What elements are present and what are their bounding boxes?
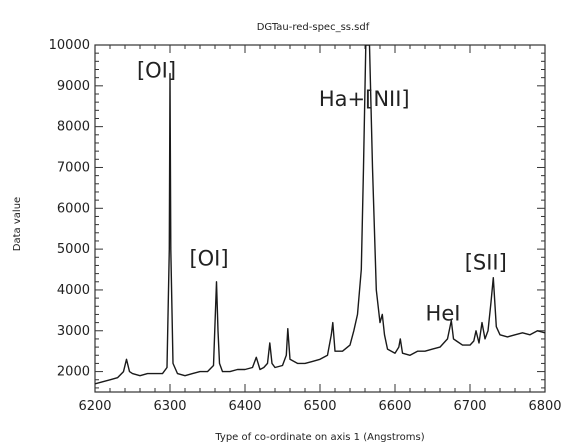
spectrum-line [95, 45, 545, 385]
x-axis-title: Type of co-ordinate on axis 1 (Angstroms… [214, 432, 424, 443]
line-annotation: HeI [426, 302, 461, 326]
x-tick-label: 6200 [78, 399, 111, 414]
chart-title: DGTau-red-spec_ss.sdf [257, 22, 370, 33]
y-tick-label: 8000 [57, 120, 90, 135]
x-tick-label: 6800 [528, 399, 561, 414]
y-tick-label: 4000 [57, 283, 90, 298]
x-tick-label: 6500 [303, 399, 336, 414]
x-tick-label: 6600 [378, 399, 411, 414]
y-tick-label: 7000 [57, 160, 90, 175]
series-layer [95, 45, 545, 385]
y-tick-label: 2000 [57, 365, 90, 380]
x-ticks: 6200 6300 6400 6500 6600 6700 6800 [78, 45, 562, 414]
y-axis-title: Data value [12, 197, 23, 251]
y-tick-label: 6000 [57, 201, 90, 216]
x-tick-label: 6700 [453, 399, 486, 414]
annotations: [OI] [OI] Ha+[NII] HeI [SII] [137, 59, 507, 326]
line-annotation: [SII] [465, 251, 507, 275]
line-annotation: [OI] [137, 59, 176, 83]
y-tick-label: 10000 [49, 38, 90, 53]
x-tick-label: 6400 [228, 399, 261, 414]
line-annotation: Ha+[NII] [319, 87, 410, 111]
y-ticks: 2000 3000 4000 5000 6000 7000 8000 9000 10000 [49, 38, 545, 389]
x-tick-label: 6300 [153, 399, 186, 414]
y-tick-label: 5000 [57, 242, 90, 257]
y-tick-label: 3000 [57, 324, 90, 339]
y-tick-label: 9000 [57, 79, 90, 94]
line-annotation: [OI] [189, 246, 228, 270]
